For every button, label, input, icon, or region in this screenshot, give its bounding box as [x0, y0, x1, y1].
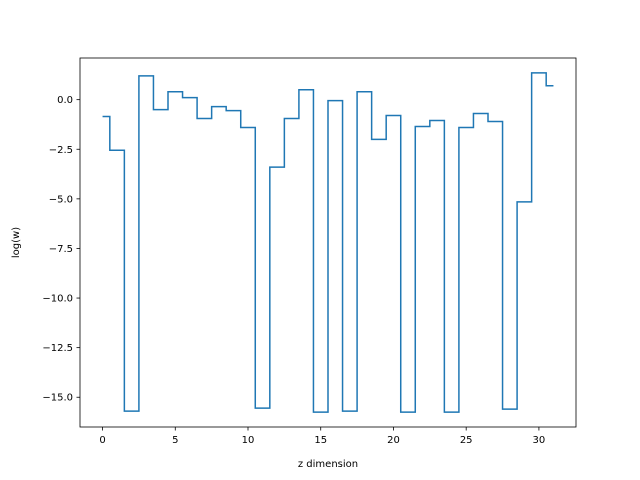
plot-area: [102, 72, 554, 413]
y-tick-label: −15.0: [42, 393, 73, 404]
y-tick-label: −7.5: [49, 244, 73, 255]
y-tick-label: −10.0: [42, 294, 73, 305]
x-axis-label: z dimension: [298, 459, 358, 470]
x-tick-label: 25: [460, 435, 473, 446]
y-tick-label: −2.5: [49, 145, 73, 156]
series-line-0: [102, 72, 554, 413]
y-tick-label: −12.5: [42, 343, 73, 354]
x-tick-label: 0: [99, 435, 105, 446]
y-tick-label: −5.0: [49, 194, 73, 205]
x-tick-label: 5: [172, 435, 178, 446]
x-tick-label: 15: [314, 435, 327, 446]
x-tick-label: 10: [242, 435, 255, 446]
x-tick-label: 30: [533, 435, 546, 446]
x-axis-ticks: 0 5 10 15 20 25 30: [99, 427, 545, 446]
x-tick-label: 20: [387, 435, 400, 446]
y-axis-ticks: 0.0 −2.5 −5.0 −7.5 −10.0 −12.5 −15.0: [42, 95, 80, 404]
y-axis-label: log(w): [11, 227, 22, 258]
y-tick-label: 0.0: [57, 95, 73, 106]
axes-frame: [79, 57, 577, 428]
